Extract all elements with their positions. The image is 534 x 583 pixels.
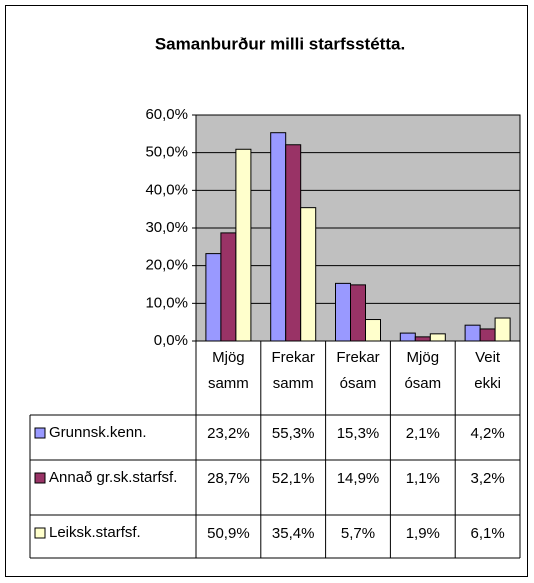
bar bbox=[270, 132, 287, 342]
bar bbox=[399, 332, 416, 342]
value-label: 1,1% bbox=[406, 470, 440, 487]
value-label: 2,1% bbox=[406, 425, 440, 442]
value-label: 35,4% bbox=[272, 525, 315, 542]
value-label: 52,1% bbox=[272, 470, 315, 487]
x-tick-label: Veit ekki bbox=[474, 349, 501, 392]
x-tick-label: Mjög samm bbox=[207, 349, 249, 392]
bar bbox=[300, 207, 317, 342]
value-label: 5,7% bbox=[341, 525, 375, 542]
bar bbox=[335, 282, 351, 342]
legend-swatch bbox=[34, 427, 46, 439]
legend-label: Annað gr.sk.starfsf. bbox=[49, 469, 178, 486]
bar bbox=[285, 144, 302, 342]
bar bbox=[429, 333, 446, 342]
y-tick-label: 0,0% bbox=[154, 332, 188, 349]
value-label: 23,2% bbox=[207, 425, 250, 442]
y-tick-label: 30,0% bbox=[145, 219, 188, 236]
value-label: 1,9% bbox=[406, 525, 440, 542]
x-tick-label: Frekar ósam bbox=[336, 349, 380, 392]
value-label: 28,7% bbox=[207, 470, 250, 487]
value-label: 50,9% bbox=[207, 525, 250, 542]
bar bbox=[220, 232, 237, 342]
x-tick-label: Frekar samm bbox=[271, 349, 315, 392]
value-label: 6,1% bbox=[470, 525, 504, 542]
bar bbox=[494, 317, 511, 342]
bar bbox=[464, 324, 481, 342]
legend-swatch bbox=[34, 527, 46, 539]
legend-label: Grunnsk.kenn. bbox=[49, 424, 147, 441]
bar bbox=[479, 328, 496, 342]
value-label: 15,3% bbox=[337, 425, 380, 442]
x-tick-label: Mjög ósam bbox=[404, 349, 442, 392]
bar bbox=[350, 284, 366, 342]
chart-title: Samanburður milli starfsstétta. bbox=[155, 34, 405, 53]
bar bbox=[205, 253, 222, 342]
bar bbox=[414, 336, 431, 342]
value-label: 3,2% bbox=[470, 470, 504, 487]
y-tick-label: 20,0% bbox=[145, 257, 188, 274]
legend-swatch bbox=[34, 472, 46, 484]
value-label: 14,9% bbox=[337, 470, 380, 487]
bar bbox=[365, 319, 381, 342]
value-label: 4,2% bbox=[470, 425, 504, 442]
y-tick-label: 60,0% bbox=[145, 106, 188, 123]
y-tick-label: 40,0% bbox=[145, 181, 188, 198]
value-label: 55,3% bbox=[272, 425, 315, 442]
y-tick-label: 10,0% bbox=[145, 294, 188, 311]
plot-border bbox=[195, 114, 521, 342]
bar bbox=[235, 148, 252, 342]
legend-label: Leiksk.starfsf. bbox=[49, 524, 141, 541]
y-tick-label: 50,0% bbox=[145, 144, 188, 161]
